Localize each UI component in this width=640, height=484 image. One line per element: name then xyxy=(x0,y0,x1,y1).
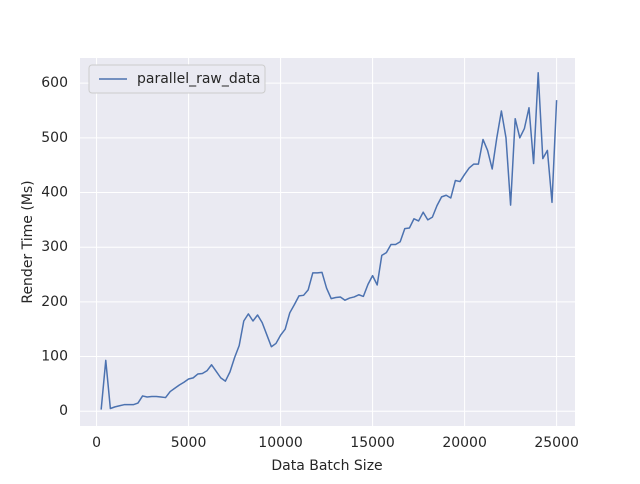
legend-label: parallel_raw_data xyxy=(137,71,260,87)
y-tick-label: 300 xyxy=(41,239,68,255)
x-tick-label: 20000 xyxy=(442,435,487,451)
y-tick-label: 200 xyxy=(41,294,68,310)
y-tick-label: 0 xyxy=(59,403,68,419)
x-tick-label: 10000 xyxy=(258,435,303,451)
y-axis-label: Render Time (Ms) xyxy=(20,180,36,303)
legend-box xyxy=(88,64,266,94)
x-tick-label: 15000 xyxy=(350,435,395,451)
y-tick-label: 100 xyxy=(41,349,68,365)
data-line xyxy=(100,72,558,410)
x-tick-label: 5000 xyxy=(171,435,207,451)
y-tick-label: 500 xyxy=(41,130,68,146)
x-tick-label: 0 xyxy=(92,435,101,451)
x-tick-label: 25000 xyxy=(534,435,579,451)
y-tick-label: 600 xyxy=(41,75,68,91)
plot-area xyxy=(80,58,575,426)
y-tick-label: 400 xyxy=(41,185,68,201)
x-axis-label: Data Batch Size xyxy=(271,458,382,474)
